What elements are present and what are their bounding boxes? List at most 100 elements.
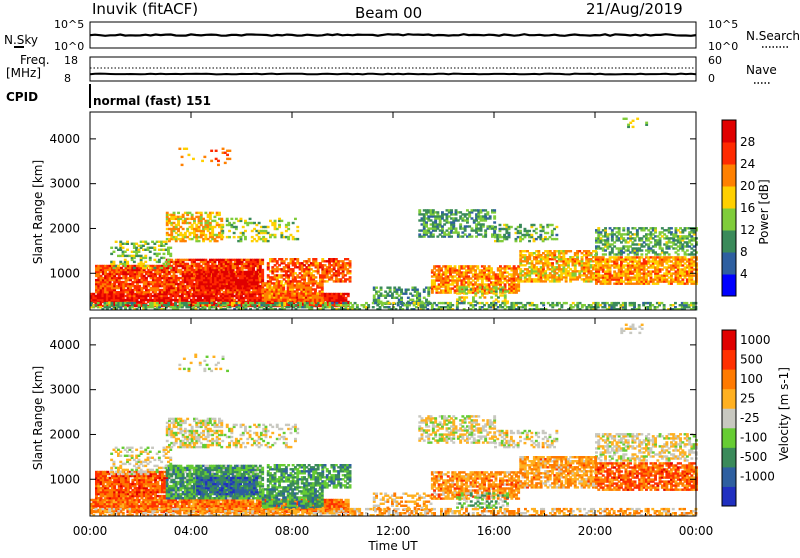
- heatmap-cell: [620, 256, 623, 258]
- heatmap-cell: [216, 240, 219, 242]
- heatmap-cell: [126, 249, 129, 251]
- heatmap-cell: [228, 236, 231, 238]
- heatmap-cell: [519, 224, 522, 226]
- heatmap-cell: [153, 247, 156, 249]
- heatmap-cell: [455, 227, 458, 229]
- heatmap-cell: [167, 263, 170, 265]
- heatmap-cell: [195, 234, 198, 236]
- heatmap-cell: [640, 256, 643, 258]
- heatmap-cell: [221, 224, 224, 226]
- heatmap-cell: [204, 234, 207, 236]
- heatmap-cell: [280, 232, 283, 234]
- heatmap-cell: [537, 250, 540, 252]
- heatmap-cell: [441, 215, 444, 217]
- heatmap-cell: [244, 220, 247, 222]
- heatmap-cell: [182, 228, 185, 230]
- heatmap-cell: [482, 223, 485, 225]
- heatmap-cell: [233, 222, 236, 224]
- heatmap-cell: [274, 234, 277, 236]
- heatmap-cell: [126, 241, 129, 243]
- heatmap-cell: [274, 236, 277, 238]
- heatmap-cell: [233, 236, 236, 238]
- heatmap-cell: [147, 291, 150, 293]
- heatmap-cell: [144, 255, 147, 257]
- heatmap-cell: [211, 212, 214, 214]
- heatmap-cell: [638, 258, 641, 260]
- heatmap-cell: [200, 222, 203, 224]
- nsky-scale-top: 10^5: [54, 18, 84, 31]
- heatmap-cell: [294, 272, 297, 274]
- heatmap-cell: [165, 265, 168, 267]
- heatmap-cell: [200, 212, 203, 214]
- heatmap-cell: [661, 247, 664, 249]
- nsky-label: N.Sky: [4, 33, 38, 47]
- heatmap-cell: [418, 209, 421, 211]
- heatmap-cell: [296, 230, 299, 232]
- heatmap-cell: [681, 231, 684, 233]
- heatmap-cell: [519, 230, 522, 232]
- heatmap-cell: [315, 280, 318, 282]
- heatmap-cell: [675, 231, 678, 233]
- heatmap-cell: [517, 285, 520, 287]
- heatmap-cell: [604, 253, 607, 255]
- heatmap-cell: [349, 260, 352, 262]
- heatmap-cell: [133, 261, 136, 263]
- heatmap-cell: [244, 236, 247, 238]
- heatmap-cell: [244, 230, 247, 232]
- heatmap-cell: [113, 251, 116, 253]
- freq-tick-top: 18: [64, 54, 78, 67]
- heatmap-cell: [287, 236, 290, 238]
- heatmap-cell: [499, 224, 502, 226]
- heatmap-cell: [450, 235, 453, 237]
- heatmap-cell: [169, 253, 172, 255]
- heatmap-cell: [177, 212, 180, 214]
- heatmap-cell: [468, 225, 471, 227]
- heatmap-cell: [597, 227, 600, 229]
- heatmap-cell: [163, 257, 166, 259]
- freq-unit-label: [MHz]: [6, 66, 41, 80]
- heatmap-cell: [620, 283, 623, 285]
- heatmap-cell: [377, 297, 380, 299]
- heatmap-cell: [380, 287, 383, 289]
- heatmap-cell: [347, 293, 350, 295]
- heatmap-cell: [539, 234, 542, 236]
- heatmap-cell: [160, 267, 163, 269]
- heatmap-cell: [490, 267, 493, 269]
- freq-trace: [90, 74, 696, 75]
- heatmap-cell: [209, 222, 212, 224]
- heatmap-cell: [124, 265, 127, 267]
- cpid-value: normal (fast) 151: [93, 94, 211, 108]
- heatmap-cell: [418, 297, 421, 299]
- heatmap-cell: [494, 226, 497, 228]
- heatmap-cell: [177, 222, 180, 224]
- heatmap-cell: [274, 220, 277, 222]
- heatmap-cell: [261, 259, 264, 261]
- heatmap-cell: [221, 236, 224, 238]
- heatmap-cell: [269, 220, 272, 222]
- heatmap-cell: [551, 262, 554, 264]
- heatmap-cell: [184, 240, 187, 242]
- heatmap-cell: [154, 291, 157, 293]
- heatmap-cell: [280, 220, 283, 222]
- heatmap-cell: [158, 253, 161, 255]
- heatmap-cell: [230, 218, 233, 220]
- heatmap-cell: [287, 228, 290, 230]
- heatmap-cell: [508, 232, 511, 234]
- heatmap-cell: [400, 297, 403, 299]
- heatmap-cell: [595, 283, 598, 285]
- heatmap-cell: [292, 222, 295, 224]
- heatmap-cell: [169, 247, 172, 249]
- heatmap-cell: [220, 218, 223, 220]
- heatmap-cell: [349, 276, 352, 278]
- heatmap-cell: [555, 226, 558, 228]
- heatmap-cell: [594, 250, 597, 252]
- heatmap-cell: [346, 258, 349, 260]
- heatmap-cell: [296, 226, 299, 228]
- heatmap-cell: [384, 297, 387, 299]
- heatmap-cell: [647, 243, 650, 245]
- heatmap-cell: [163, 253, 166, 255]
- heatmap-cell: [255, 287, 258, 289]
- heatmap-cell: [546, 232, 549, 234]
- heatmap-cell: [349, 270, 352, 272]
- heatmap-cell: [471, 235, 474, 237]
